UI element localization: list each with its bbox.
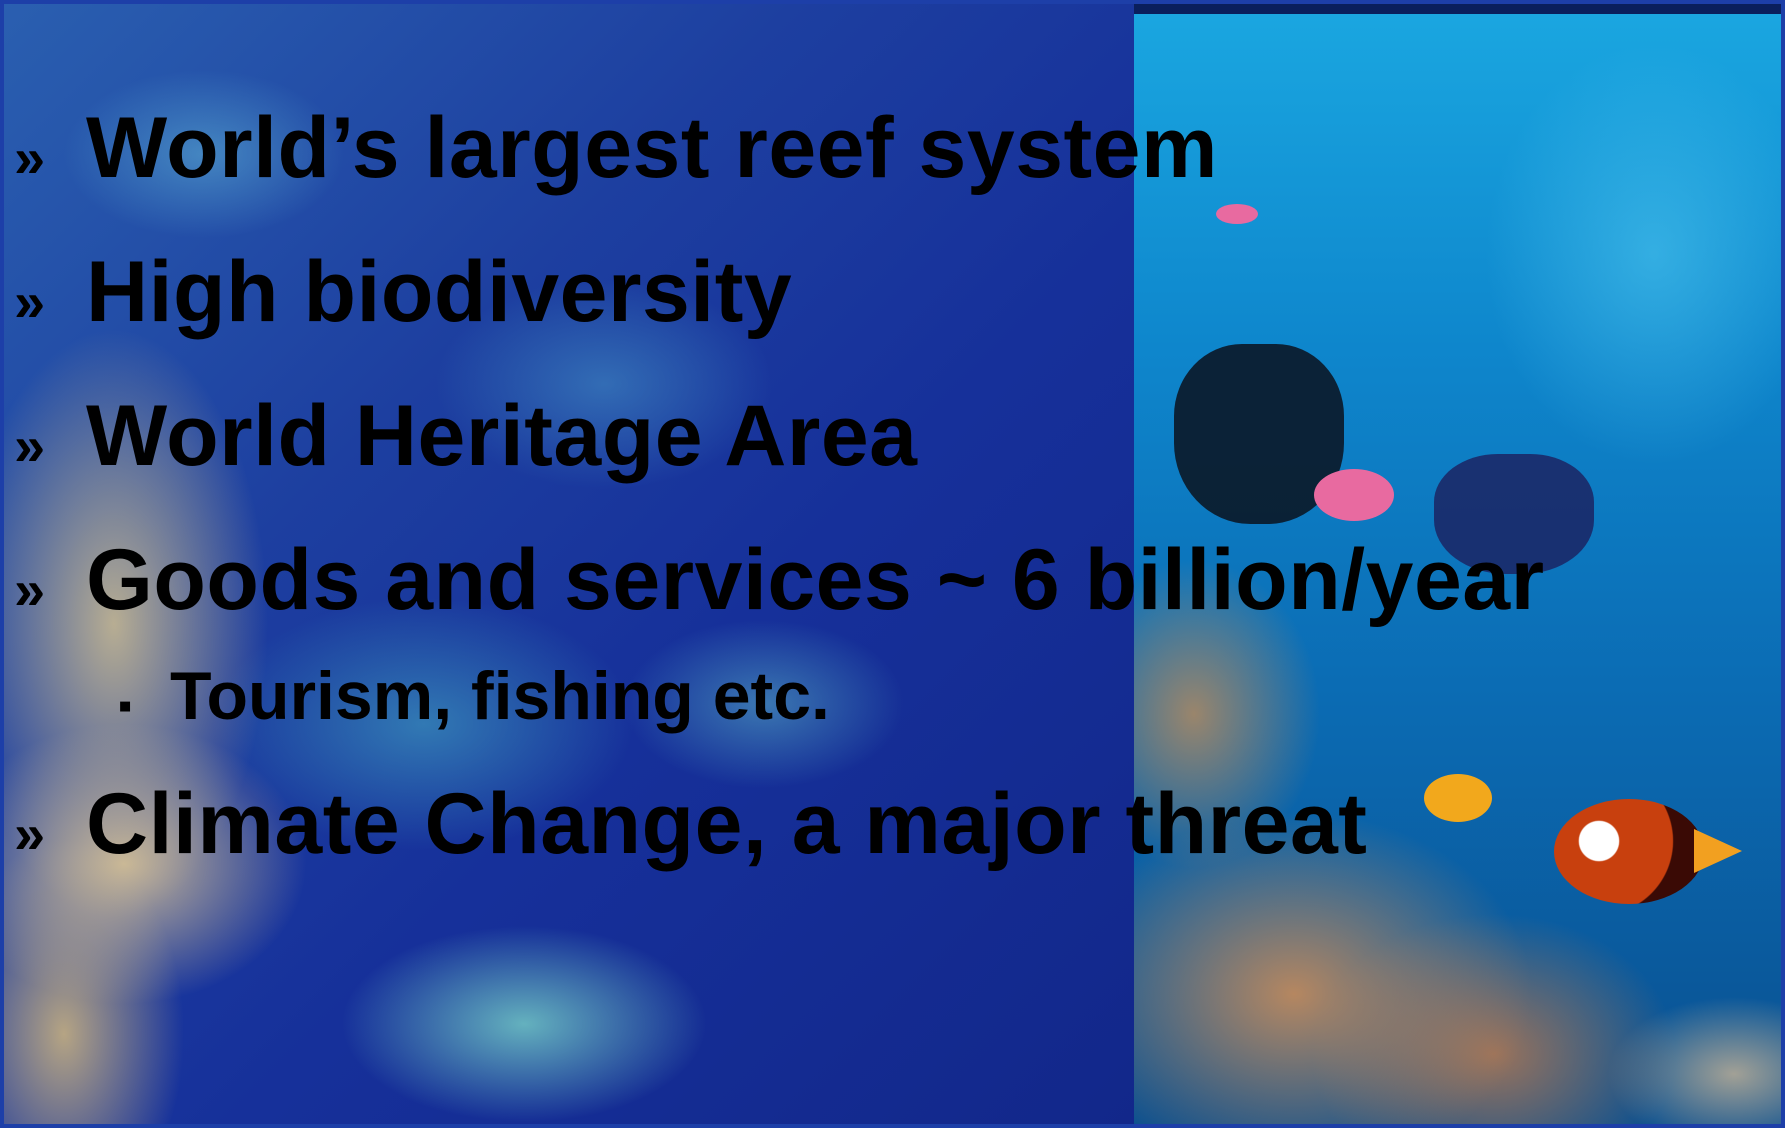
bullet-item: » World’s largest reef system: [14, 99, 1545, 243]
sub-bullet-text: Tourism, fishing etc.: [170, 658, 830, 734]
bullet-item: » World Heritage Area: [14, 387, 1545, 531]
fish-shape: [1424, 774, 1492, 822]
sub-bullet-marker: ▪: [118, 684, 133, 728]
bullet-item: » High biodiversity: [14, 243, 1545, 387]
bullet-marker: »: [14, 270, 46, 333]
bullet-marker: »: [14, 126, 46, 189]
bullet-item: » Goods and services ~ 6 billion/year: [14, 531, 1545, 675]
fish-shape: [1216, 204, 1258, 224]
diver-silhouette: [1434, 454, 1594, 574]
satellite-reef-image: [4, 4, 1134, 1124]
fish-shape: [1554, 799, 1704, 904]
bullet-text: World Heritage Area: [86, 388, 918, 484]
sub-bullet-item: ▪ Tourism, fishing etc.: [14, 657, 1545, 775]
fish-tail-shape: [1694, 829, 1742, 873]
bullet-marker: »: [14, 414, 46, 477]
bullet-marker: »: [14, 802, 46, 865]
bullet-item: » Climate Change, a major threat: [14, 775, 1545, 919]
bullet-list: » World’s largest reef system » High bio…: [14, 99, 1545, 919]
bullet-marker: »: [14, 558, 46, 621]
bullet-text: Goods and services ~ 6 billion/year: [86, 532, 1545, 628]
underwater-diver-photo: [1134, 14, 1781, 1124]
bullet-text: High biodiversity: [86, 244, 793, 340]
bullet-text: World’s largest reef system: [86, 100, 1218, 196]
fish-shape: [1314, 469, 1394, 521]
bullet-text: Climate Change, a major threat: [86, 776, 1368, 872]
